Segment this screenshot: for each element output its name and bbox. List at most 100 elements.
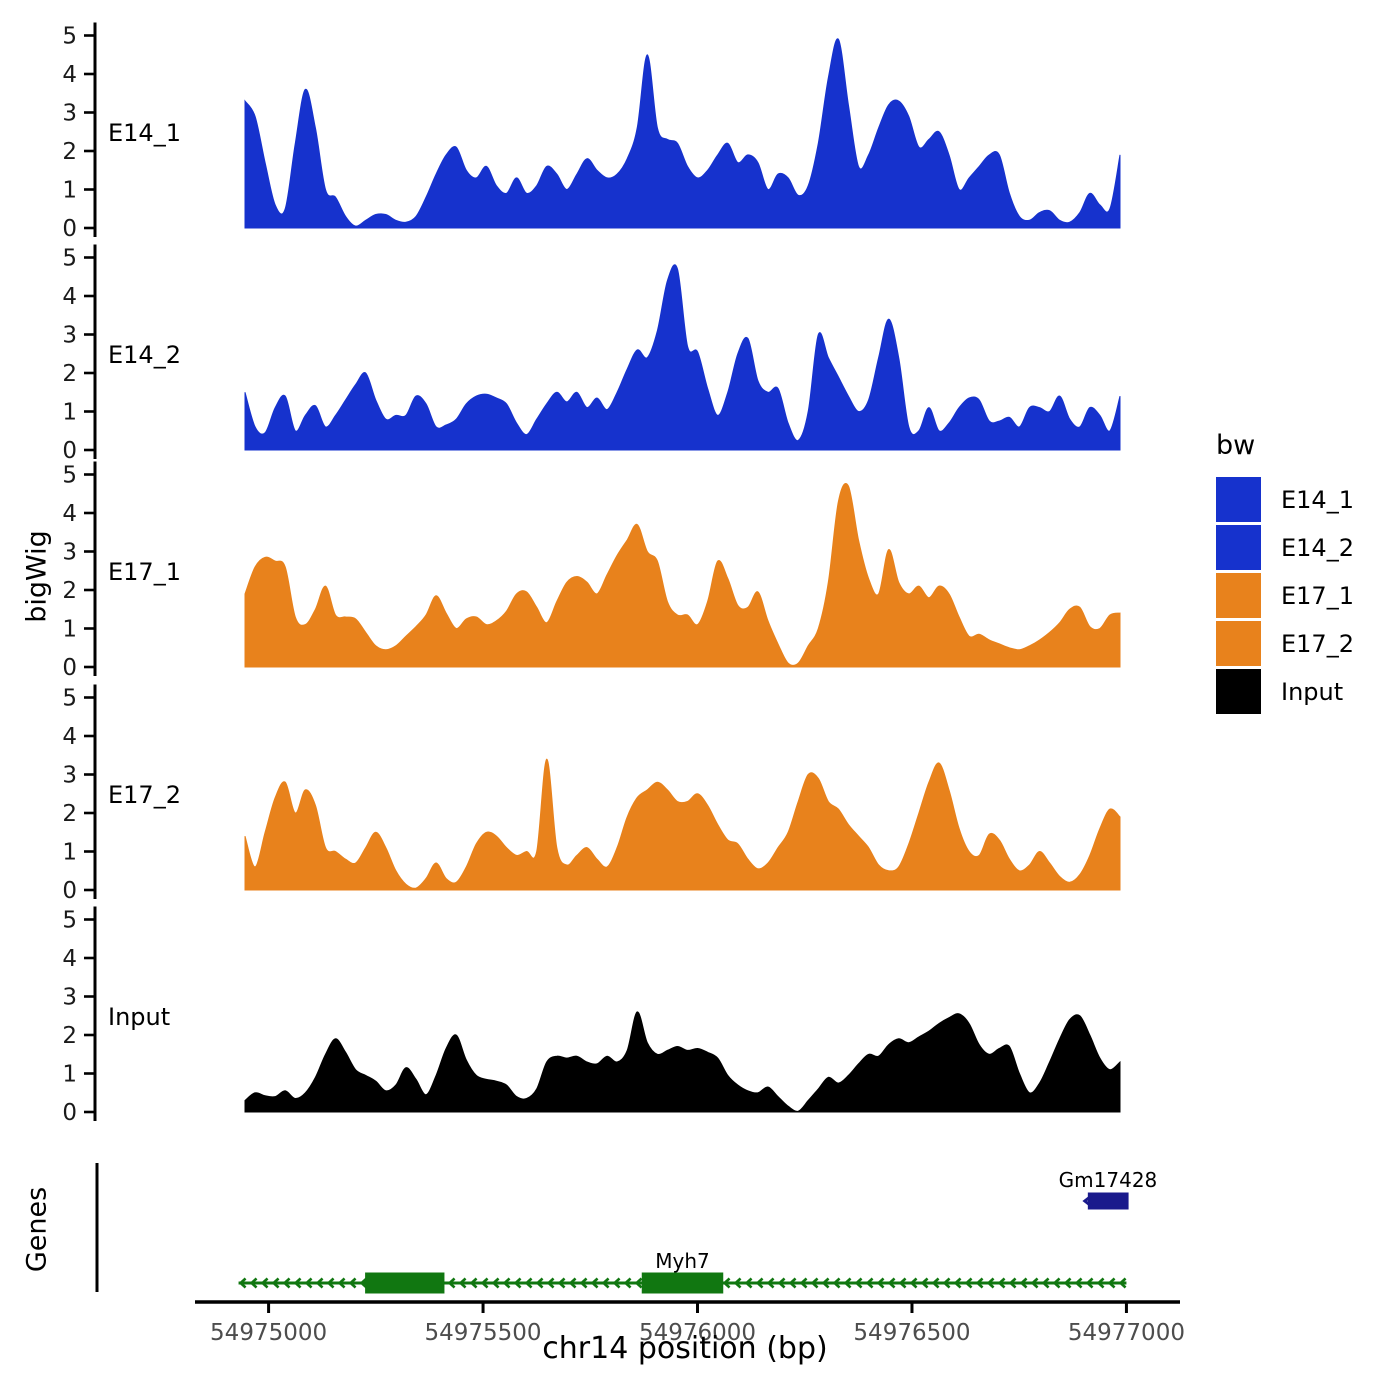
strand-arrow-icon xyxy=(876,1277,885,1289)
strand-arrow-icon xyxy=(1096,1277,1105,1289)
strand-arrow-icon xyxy=(1041,1277,1050,1289)
strand-arrow-icon xyxy=(249,1277,258,1289)
strand-arrow-icon xyxy=(447,1277,456,1289)
y-tick-label: 3 xyxy=(62,323,77,349)
legend-entry-E14_2: E14_2 xyxy=(1216,525,1354,570)
exon-box xyxy=(641,1272,724,1294)
strand-arrow-icon xyxy=(337,1277,346,1289)
strand-arrow-icon xyxy=(953,1277,962,1289)
strand-arrow-icon xyxy=(601,1277,610,1289)
y-tick-label: 2 xyxy=(62,801,77,827)
x-tick-label: 54976500 xyxy=(853,1320,970,1346)
y-tick-label: 2 xyxy=(62,361,77,387)
gene-Myh7: Myh7 xyxy=(238,1249,1127,1294)
strand-arrow-icon xyxy=(810,1277,819,1289)
legend-title: bw xyxy=(1216,430,1256,461)
exon-box xyxy=(365,1272,445,1294)
y-tick-label: 1 xyxy=(62,178,77,204)
strand-arrow-icon xyxy=(777,1277,786,1289)
signal-area-E14_2 xyxy=(244,264,1121,451)
strand-arrow-icon xyxy=(843,1277,852,1289)
track-label-Input: Input xyxy=(108,1003,171,1031)
strand-arrow-icon xyxy=(744,1277,753,1289)
legend-label: Input xyxy=(1281,677,1344,706)
strand-arrow-icon xyxy=(1074,1277,1083,1289)
y-tick-label: 1 xyxy=(62,617,77,643)
y-tick-label: 0 xyxy=(62,878,77,904)
strand-arrow-icon xyxy=(997,1277,1006,1289)
legend-entry-E17_2: E17_2 xyxy=(1216,621,1354,666)
strand-arrow-icon xyxy=(931,1277,940,1289)
strand-arrow-icon xyxy=(359,1277,368,1289)
strand-arrow-icon xyxy=(788,1277,797,1289)
strand-arrow-icon xyxy=(832,1277,841,1289)
y-tick-label: 0 xyxy=(62,216,77,242)
strand-arrow-icon xyxy=(524,1277,533,1289)
y-tick-label: 5 xyxy=(62,246,77,272)
strand-arrow-icon xyxy=(623,1277,632,1289)
strand-arrow-icon xyxy=(513,1277,522,1289)
legend-label: E17_2 xyxy=(1281,629,1354,658)
y-tick-label: 3 xyxy=(62,763,77,789)
y-tick-label: 5 xyxy=(62,908,77,934)
legend-swatch-icon xyxy=(1216,525,1261,570)
genes-panel: Myh7 Gm17428 xyxy=(95,1163,1158,1294)
gene-label: Gm17428 xyxy=(1059,1168,1158,1192)
strand-arrow-icon xyxy=(722,1277,731,1289)
track-E17_2: 0 1 2 3 4 5 xyxy=(62,684,1121,904)
strand-arrow-icon xyxy=(612,1277,621,1289)
track-label-E17_1: E17_1 xyxy=(108,558,181,586)
y-tick-label: 3 xyxy=(62,540,77,566)
strand-arrow-icon xyxy=(271,1277,280,1289)
strand-arrow-icon xyxy=(964,1277,973,1289)
strand-arrow-icon xyxy=(579,1277,588,1289)
track-label-E17_2: E17_2 xyxy=(108,781,181,809)
y-tick-label: 5 xyxy=(62,24,77,50)
strand-arrow-icon xyxy=(304,1277,313,1289)
track-E14_2: 0 1 2 3 4 5 xyxy=(62,244,1121,464)
strand-arrow-icon xyxy=(1118,1277,1127,1289)
signal-area-E14_1 xyxy=(244,38,1121,229)
strand-arrow-icon xyxy=(458,1277,467,1289)
y-tick-label: 2 xyxy=(62,578,77,604)
legend-swatch-icon xyxy=(1216,573,1261,618)
strand-arrow-icon xyxy=(865,1277,874,1289)
strand-arrow-icon xyxy=(920,1277,929,1289)
strand-arrow-icon xyxy=(887,1277,896,1289)
signal-area-Input xyxy=(244,1011,1121,1113)
strand-arrow-icon xyxy=(557,1277,566,1289)
strand-arrow-icon xyxy=(348,1277,357,1289)
strand-arrow-icon xyxy=(260,1277,269,1289)
strand-arrow-icon xyxy=(326,1277,335,1289)
strand-arrow-icon xyxy=(293,1277,302,1289)
y-tick-label: 0 xyxy=(62,655,77,681)
strand-arrow-icon xyxy=(238,1277,247,1289)
strand-arrow-icon xyxy=(568,1277,577,1289)
y-tick-label: 1 xyxy=(62,840,77,866)
strand-arrow-icon xyxy=(766,1277,775,1289)
strand-arrow-icon xyxy=(282,1277,291,1289)
y-tick-label: 0 xyxy=(62,1100,77,1126)
y-tick-label: 3 xyxy=(62,985,77,1011)
y-tick-label: 4 xyxy=(62,946,77,972)
strand-arrow-icon xyxy=(909,1277,918,1289)
x-tick-label: 54975500 xyxy=(425,1320,542,1346)
gene-Gm17428: Gm17428 xyxy=(1059,1168,1158,1210)
strand-arrow-icon xyxy=(898,1277,907,1289)
strand-arrow-icon xyxy=(480,1277,489,1289)
legend-swatch-icon xyxy=(1216,621,1261,666)
strand-arrow-icon xyxy=(975,1277,984,1289)
track-label-E14_2: E14_2 xyxy=(108,341,181,369)
y-tick-label: 2 xyxy=(62,139,77,165)
strand-arrow-icon xyxy=(1030,1277,1039,1289)
strand-arrow-icon xyxy=(535,1277,544,1289)
legend-swatch-icon xyxy=(1216,669,1261,714)
strand-arrow-icon xyxy=(1082,1194,1093,1208)
strand-arrow-icon xyxy=(755,1277,764,1289)
legend-label: E14_1 xyxy=(1281,485,1354,514)
x-tick-label: 54976000 xyxy=(639,1320,756,1346)
strand-arrow-icon xyxy=(1063,1277,1072,1289)
y-tick-label: 5 xyxy=(62,686,77,712)
